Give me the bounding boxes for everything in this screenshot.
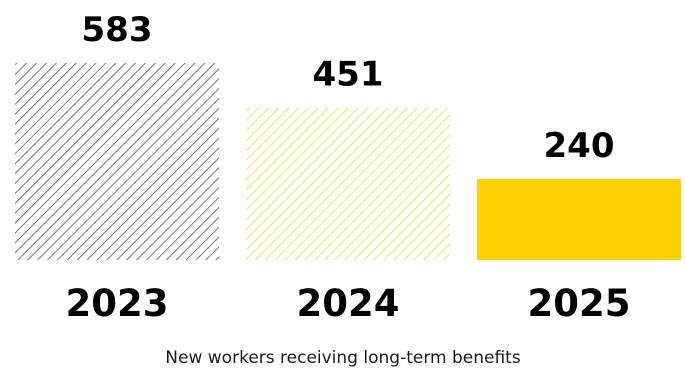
bar-2024 (246, 107, 450, 260)
value-label-2025: 240 (544, 126, 615, 166)
value-label-2023: 583 (82, 10, 153, 50)
chart-caption: New workers receiving long-term benefits (165, 348, 521, 368)
category-label-2024: 2024 (297, 282, 400, 325)
bar-2025 (477, 178, 681, 260)
bar-2023 (15, 63, 219, 260)
value-label-2024: 451 (313, 55, 384, 95)
category-label-2025: 2025 (528, 282, 631, 325)
category-label-2023: 2023 (66, 282, 169, 325)
